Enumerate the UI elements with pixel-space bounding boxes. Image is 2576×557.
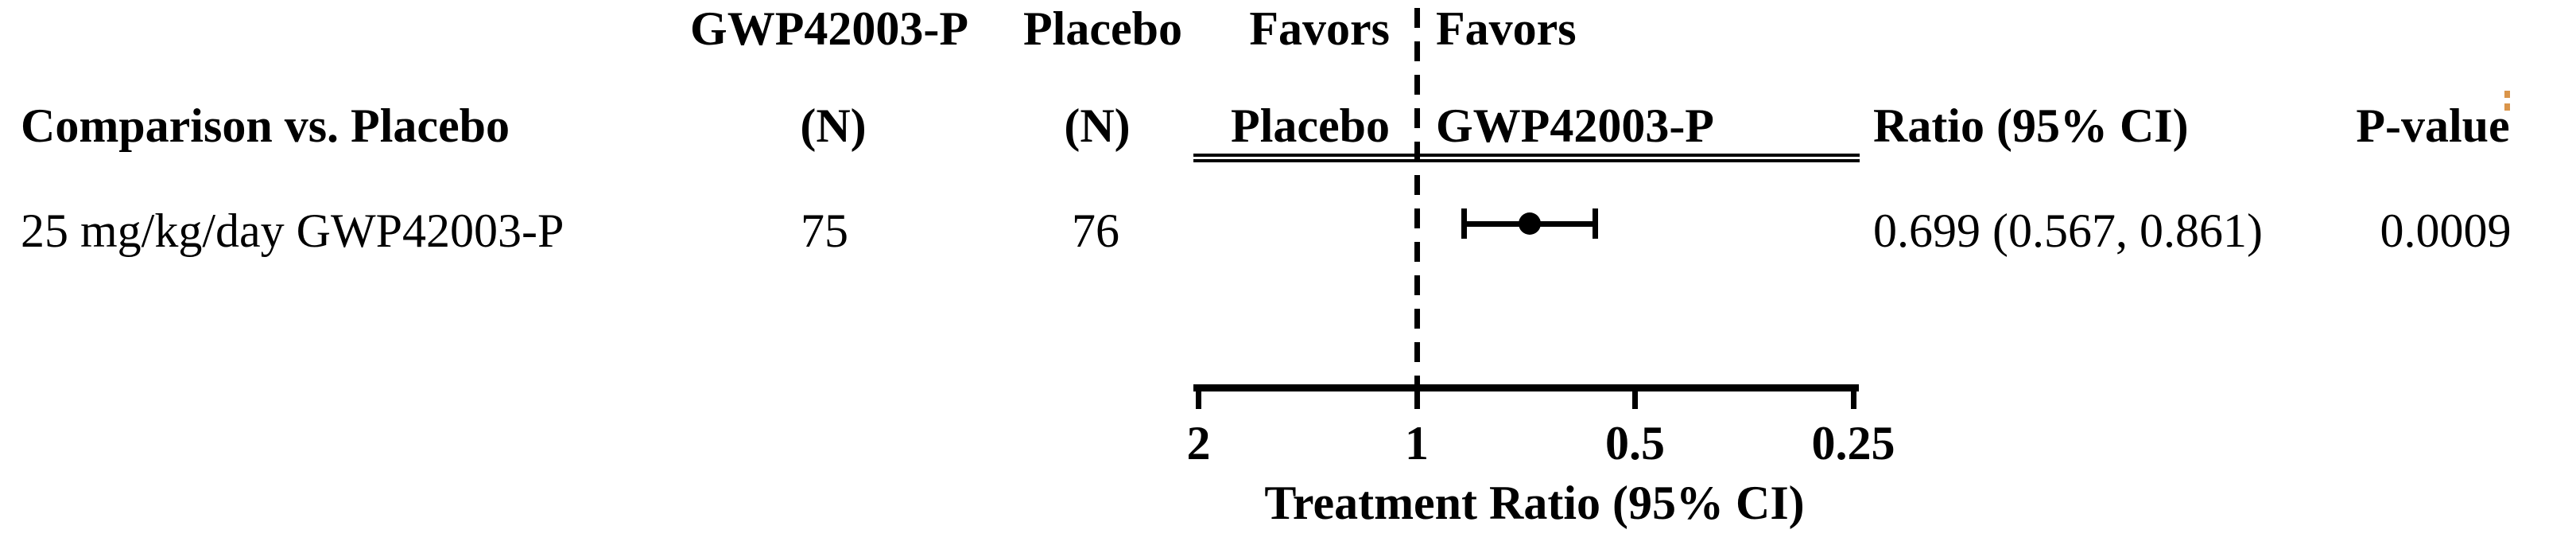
row-n-gwp: 75 bbox=[801, 204, 848, 257]
plot-header-underline bbox=[1193, 154, 1860, 162]
col-header-p-value: P-value bbox=[2356, 99, 2510, 152]
reference-line-dashed bbox=[1414, 8, 1420, 384]
favors-right-label-line2: GWP42003-P bbox=[1436, 99, 1714, 152]
row-n-placebo: 76 bbox=[1072, 204, 1119, 257]
x-axis-tick-label: 0.5 bbox=[1605, 417, 1665, 469]
row-comparison-label: 25 mg/kg/day GWP42003-P bbox=[21, 204, 564, 257]
row-p-value: 0.0009 bbox=[2380, 204, 2512, 257]
col-header-placebo-group: Placebo bbox=[1023, 2, 1182, 55]
pvalue-footnote-mark-icon bbox=[2504, 91, 2510, 111]
x-axis-tick-label: 0.25 bbox=[1811, 417, 1895, 469]
favors-right-label-line1: Favors bbox=[1436, 2, 1577, 55]
col-header-comparison: Comparison vs. Placebo bbox=[21, 99, 510, 152]
x-axis-tick bbox=[1850, 391, 1856, 409]
row-ratio-ci: 0.699 (0.567, 0.861) bbox=[1873, 204, 2263, 257]
ci-cap-left bbox=[1461, 208, 1467, 239]
ci-cap-right bbox=[1593, 208, 1599, 239]
col-header-gwp-group: GWP42003-P bbox=[690, 2, 968, 55]
col-header-n-placebo: (N) bbox=[1064, 99, 1131, 152]
col-header-n-gwp: (N) bbox=[800, 99, 867, 152]
x-axis-tick bbox=[1632, 391, 1638, 409]
x-axis-title: Treatment Ratio (95% CI) bbox=[1264, 477, 1805, 529]
favors-left-label-line1: Favors bbox=[1249, 2, 1390, 55]
x-axis-tick-label: 2 bbox=[1186, 417, 1211, 469]
favors-left-label-line2: Placebo bbox=[1231, 99, 1390, 152]
col-header-ratio-ci: Ratio (95% CI) bbox=[1873, 99, 2189, 152]
x-axis-tick-label: 1 bbox=[1405, 417, 1429, 469]
point-estimate-dot bbox=[1518, 212, 1541, 235]
x-axis-tick bbox=[1414, 391, 1420, 409]
x-axis-tick bbox=[1196, 391, 1201, 409]
x-axis-line bbox=[1193, 384, 1859, 391]
